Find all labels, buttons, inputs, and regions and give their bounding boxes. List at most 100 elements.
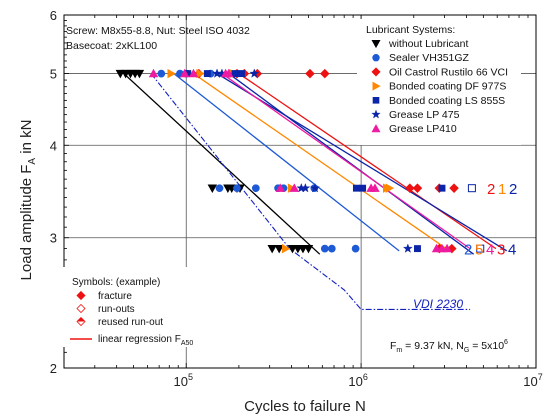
data-point xyxy=(179,68,190,78)
legend-label: Grease LP 475 xyxy=(389,109,460,121)
data-point xyxy=(327,244,336,253)
legend-marker xyxy=(371,109,381,119)
symbols-title: Symbols: (example) xyxy=(72,277,160,288)
legend-marker xyxy=(372,53,380,62)
regression-line xyxy=(216,73,508,252)
data-point xyxy=(289,183,300,192)
data-point xyxy=(267,244,277,254)
y-axis-title: Load amplitude FA in kN xyxy=(18,120,38,281)
data-point xyxy=(449,183,459,193)
runout-count: 2 xyxy=(509,181,517,198)
data-point xyxy=(249,68,260,78)
fm-annotation-text: Fm = 9.37 kN, NG = 5x106 xyxy=(390,339,508,354)
runout-count: 2 xyxy=(464,242,472,259)
fm-annotation: Fm = 9.37 kN, NG = 5x106 xyxy=(384,331,528,357)
regression-line xyxy=(221,73,471,250)
data-point xyxy=(320,244,329,253)
x-tick-label: 106 xyxy=(348,372,367,389)
data-point xyxy=(402,243,413,253)
lubricant-legend: Lubricant Systems: without Lubricant Seal… xyxy=(357,19,521,145)
data-point xyxy=(231,70,239,78)
regression-line xyxy=(123,73,321,255)
regression-line xyxy=(228,73,475,255)
legend-marker xyxy=(372,81,381,91)
data-point xyxy=(167,68,176,79)
plot-frame xyxy=(63,14,537,369)
y-tick-label: 5 xyxy=(50,67,57,82)
data-point xyxy=(438,184,446,192)
x-tick-label: 107 xyxy=(523,372,542,389)
data-point xyxy=(303,244,314,254)
data-point xyxy=(196,68,205,79)
x-axis-title: Cycles to failure N xyxy=(244,398,366,415)
data-point xyxy=(203,70,211,78)
data-point xyxy=(281,243,291,254)
symbols-legend-background xyxy=(63,267,221,347)
vdi-2230-curve xyxy=(150,73,471,310)
y-tick-label: 6 xyxy=(50,8,57,23)
data-point xyxy=(233,184,241,193)
data-point xyxy=(405,183,415,193)
data-point xyxy=(442,243,452,253)
data-point xyxy=(414,245,421,253)
runout-count: 1 xyxy=(498,181,506,198)
data-point xyxy=(305,68,315,79)
regression-lines xyxy=(123,73,508,255)
symbol-label: run-outs xyxy=(98,304,135,315)
legend-marker xyxy=(371,39,381,49)
symbol-label: reused run-out xyxy=(98,317,163,328)
runout-count: 4 xyxy=(486,242,494,259)
runout-point xyxy=(467,184,476,193)
data-point xyxy=(188,68,199,78)
regression-line xyxy=(238,73,497,250)
data-point xyxy=(370,183,380,192)
data-points xyxy=(115,68,485,254)
data-point xyxy=(238,70,245,78)
data-point xyxy=(351,244,360,253)
data-point xyxy=(274,244,284,254)
symbols-legend: Symbols: (example) fracture run-outs reuse… xyxy=(63,267,221,347)
legend-marker xyxy=(372,97,380,104)
symbol-label: fracture xyxy=(98,291,132,302)
runout-count-labels: 2 1 22 5 4 3 4 xyxy=(464,181,517,258)
x-axis-ticks: 105 106 107 xyxy=(63,15,543,389)
basecoat-note: Basecoat: 2xKL100 xyxy=(66,40,157,52)
reused-runout-marker-fill xyxy=(77,317,85,322)
runout-count: 5 xyxy=(475,242,483,259)
runout-count: 3 xyxy=(497,242,505,259)
fm-annotation-background xyxy=(384,331,528,357)
runout-count: 4 xyxy=(508,242,516,259)
vdi-curve xyxy=(150,73,471,310)
legend-label: Grease LP410 xyxy=(389,123,457,135)
y-tick-label: 2 xyxy=(50,361,57,376)
data-point xyxy=(134,69,145,79)
regression-line xyxy=(173,73,400,252)
regression-legend-label: linear regression FA50 xyxy=(98,334,193,347)
data-point xyxy=(310,182,320,193)
x-tick-label: 105 xyxy=(173,372,192,389)
legend-marker xyxy=(371,124,381,133)
legend-title: Lubricant Systems: xyxy=(366,24,455,36)
vdi-2230-label: VDI 2230 xyxy=(413,297,463,311)
regression-line xyxy=(193,73,450,252)
data-point xyxy=(412,183,423,193)
legend-label: Sealer VH351GZ xyxy=(389,52,470,64)
data-point xyxy=(215,184,224,193)
data-point xyxy=(207,184,218,194)
data-point xyxy=(148,68,159,78)
data-point xyxy=(320,68,330,79)
data-point xyxy=(359,184,367,192)
data-point xyxy=(275,183,286,192)
legend-label: Bonded coating DF 977S xyxy=(389,81,506,93)
legend-marker xyxy=(371,67,381,77)
data-point xyxy=(224,68,234,78)
legend-background xyxy=(357,19,521,145)
data-point xyxy=(385,183,395,193)
data-point xyxy=(352,184,360,192)
screw-note: Screw: M8x55-8.8, Nut: Steel ISO 4032 xyxy=(66,25,250,37)
legend-label: Oil Castrol Rustilo 66 VCI xyxy=(389,66,508,78)
data-point xyxy=(300,182,311,193)
legend-label: without Lubricant xyxy=(388,38,468,50)
data-point xyxy=(157,69,166,78)
